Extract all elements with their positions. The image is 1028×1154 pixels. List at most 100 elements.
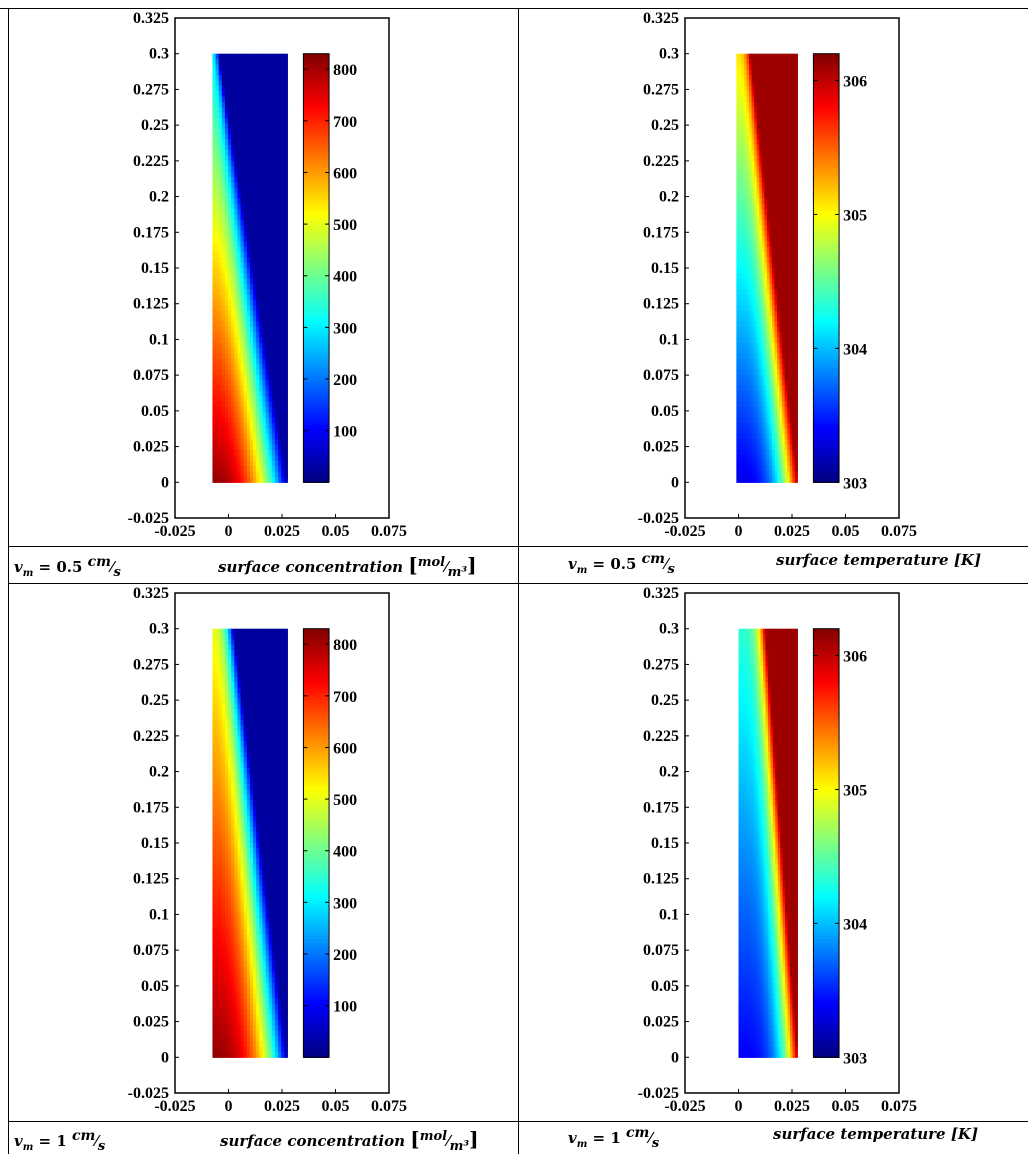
heatmap-cell (228, 471, 232, 478)
heatmap-cell (764, 412, 768, 419)
heatmap-cell (738, 455, 743, 462)
heatmap-cell (771, 209, 776, 216)
heatmap-cell (769, 455, 773, 462)
heatmap-cell (218, 209, 223, 216)
heatmap-cell (749, 300, 753, 307)
heatmap-cell (271, 348, 276, 355)
heatmap-cell (749, 428, 753, 435)
heatmap-cell (743, 284, 748, 291)
heatmap-cell (736, 251, 740, 258)
heatmap-cell (736, 348, 740, 355)
heatmap-cell (284, 428, 288, 435)
heatmap-cell (771, 439, 776, 446)
heatmap-cell (249, 719, 254, 726)
heatmap-cell (237, 719, 242, 726)
heatmap-cell (281, 644, 285, 651)
heatmap-cell (764, 385, 768, 392)
heatmap-cell (243, 768, 248, 774)
heatmap-cell (281, 655, 285, 662)
heatmap-cell (759, 150, 763, 157)
heatmap-cell (256, 251, 260, 258)
heatmap-cell (231, 80, 235, 87)
heatmap-cell (265, 59, 270, 66)
heatmap-cell (256, 268, 260, 274)
heatmap-cell (759, 294, 763, 301)
colorbar-segment (303, 157, 330, 162)
heatmap-cell (249, 725, 254, 732)
heatmap-cell (761, 198, 765, 205)
heatmap-cell (268, 407, 273, 414)
heatmap-cell (741, 284, 745, 291)
heatmap-cell (777, 246, 781, 253)
heatmap-cell (789, 294, 793, 301)
heatmap-cell (274, 155, 279, 162)
heatmap-cell (240, 693, 245, 699)
heatmap-cell (277, 412, 282, 419)
heatmap-cell (218, 294, 223, 301)
heatmap-cell (281, 123, 285, 130)
heatmap-cell (284, 348, 288, 355)
heatmap-cell (246, 741, 251, 748)
heatmap-cell (784, 246, 788, 253)
heatmap-cell (784, 219, 788, 226)
heatmap-cell (268, 316, 273, 323)
heatmap-cell (234, 666, 239, 673)
heatmap-cell (212, 746, 217, 753)
heatmap-cell (237, 741, 242, 748)
heatmap-cell (265, 75, 270, 82)
heatmap-cell (240, 703, 245, 710)
y-tick-label: 0.3 (149, 46, 169, 63)
heatmap-cell (792, 332, 796, 339)
heatmap-cell (756, 59, 760, 66)
heatmap-cell (756, 144, 760, 151)
heatmap-cell (249, 628, 254, 635)
heatmap-cell (243, 639, 248, 646)
heatmap-cell (743, 455, 748, 462)
heatmap-cell (224, 666, 229, 673)
heatmap-cell (777, 450, 781, 457)
heatmap-cell (769, 412, 773, 419)
heatmap-cell (265, 241, 270, 248)
heatmap-cell (262, 139, 267, 146)
heatmap-cell (212, 171, 217, 178)
heatmap-cell (766, 294, 770, 301)
colorbar-segment (813, 350, 840, 355)
heatmap-cell (240, 155, 245, 162)
heatmap-cell (274, 476, 279, 483)
heatmap-cell (789, 193, 793, 199)
heatmap-cell (774, 235, 778, 242)
heatmap-cell (746, 187, 750, 194)
heatmap-cell (766, 305, 770, 312)
heatmap-cell (756, 53, 760, 60)
heatmap-cell (766, 412, 770, 419)
heatmap-cell (274, 230, 279, 237)
heatmap-cell (738, 375, 743, 382)
heatmap-cell (221, 407, 226, 414)
colorbar-segment (303, 57, 330, 62)
heatmap-cell (237, 316, 242, 323)
y-tick-label: 0.125 (643, 296, 679, 313)
heatmap-cell (215, 107, 220, 114)
heatmap-cell (240, 385, 245, 392)
heatmap-cell (746, 144, 750, 151)
heatmap-cell (218, 751, 223, 758)
heatmap-cell (231, 101, 235, 108)
heatmap-cell (246, 353, 251, 360)
heatmap-cell (784, 316, 788, 323)
heatmap-cell (249, 794, 254, 801)
heatmap-cell (228, 144, 232, 151)
heatmap-cell (265, 209, 270, 216)
heatmap-cell (789, 332, 793, 339)
heatmap-cell (221, 316, 226, 323)
heatmap-cell (741, 428, 745, 435)
heatmap-cell (259, 150, 263, 157)
heatmap-cell (256, 160, 260, 167)
heatmap-cell (246, 391, 251, 398)
heatmap-cell (766, 273, 770, 280)
heatmap-cell (756, 434, 760, 441)
heatmap-cell (784, 466, 788, 473)
heatmap-cell (240, 294, 245, 301)
heatmap-cell (256, 80, 260, 87)
heatmap-cell (221, 660, 226, 667)
heatmap-cell (743, 305, 748, 312)
